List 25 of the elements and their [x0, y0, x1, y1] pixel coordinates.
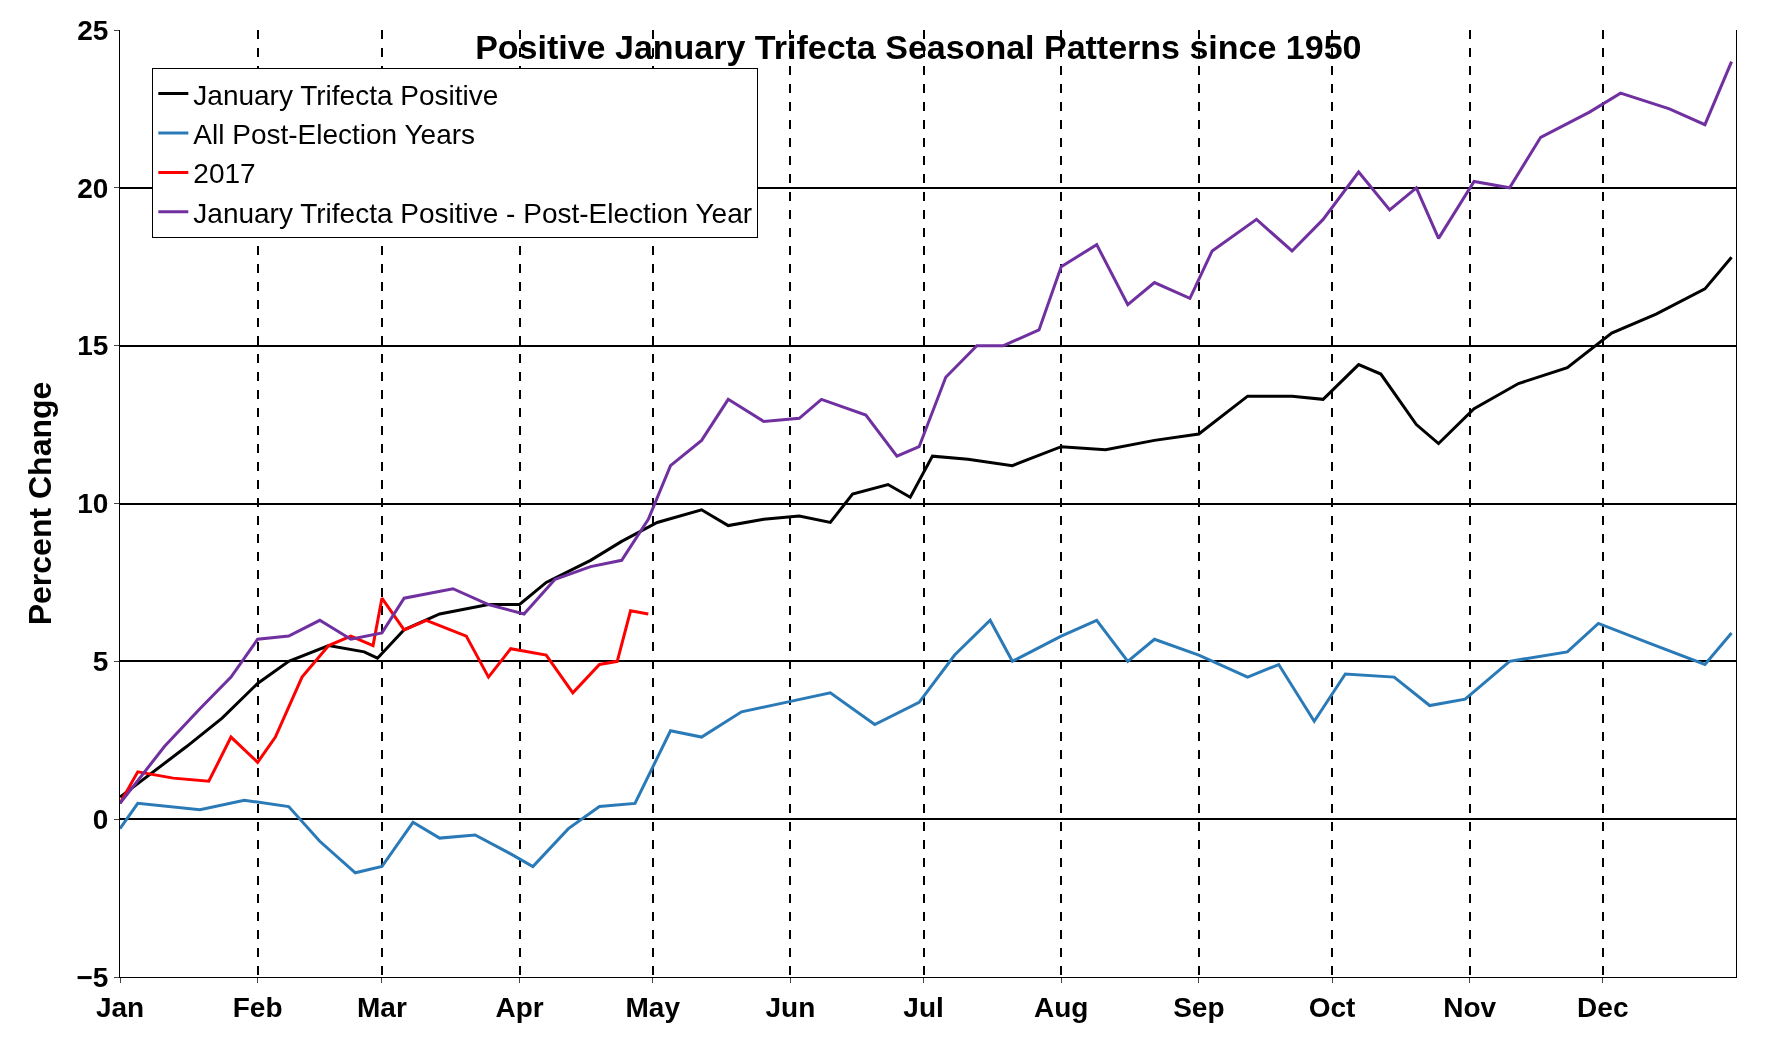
y-tick-label: 10: [77, 488, 109, 520]
x-tick-label: Jul: [903, 991, 944, 1023]
x-tick-label: Jun: [765, 991, 816, 1023]
y-tick-label: 15: [77, 330, 109, 362]
x-tick-label: Apr: [495, 991, 544, 1023]
x-tick-label: Dec: [1577, 991, 1629, 1023]
x-tick-label: Aug: [1033, 991, 1089, 1023]
legend-label: 2017: [193, 158, 256, 190]
legend-label: January Trifecta Positive - Post-Election Year: [193, 197, 753, 229]
y-tick-label: 25: [77, 14, 109, 46]
y-tick-label: 5: [92, 646, 109, 678]
x-tick-label: Jan: [95, 991, 145, 1023]
y-tick-label: −5: [76, 961, 109, 993]
chart-title: Positive January Trifecta Seasonal Patterns since 1950: [475, 27, 1362, 66]
x-tick-label: Mar: [357, 991, 407, 1023]
x-tick-label: Oct: [1308, 991, 1356, 1023]
y-tick-label: 20: [77, 172, 109, 204]
legend-label: January Trifecta Positive: [193, 79, 499, 111]
y-axis-title: Percent Change: [21, 381, 58, 626]
x-tick-label: Feb: [232, 991, 283, 1023]
x-tick-label: May: [625, 991, 681, 1023]
y-tick-label: 0: [92, 803, 109, 835]
legend-label: All Post-Election Years: [193, 118, 476, 150]
x-tick-label: Nov: [1443, 991, 1497, 1023]
x-tick-label: Sep: [1173, 991, 1225, 1023]
